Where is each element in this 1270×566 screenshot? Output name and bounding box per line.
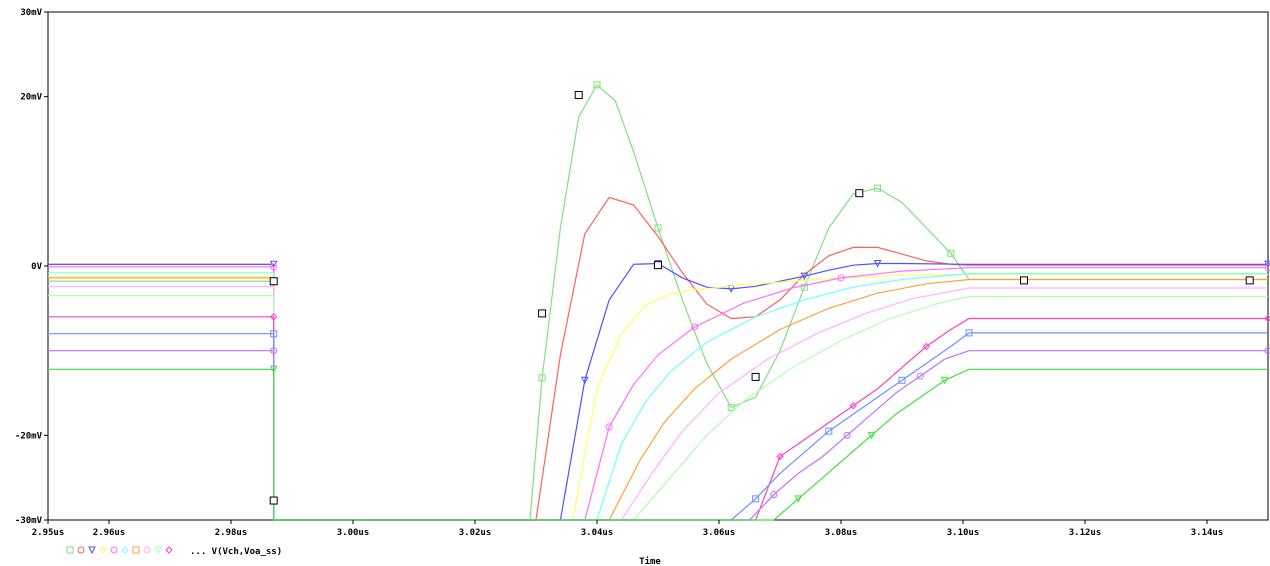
x-tick-label: 2.96us — [93, 528, 126, 538]
legend-symbol — [132, 546, 140, 554]
series-point-1 — [947, 249, 955, 257]
y-tick-label: -30mV — [15, 516, 43, 526]
series-point-1 — [538, 374, 546, 382]
series-point-12 — [843, 431, 851, 439]
series-line-10 — [48, 316, 1268, 521]
series-point-1 — [800, 283, 808, 291]
series-point-12 — [916, 372, 924, 380]
legend-symbol — [110, 546, 118, 554]
series-point-5 — [605, 423, 613, 431]
x-tick-label: 3.06us — [703, 528, 736, 538]
x-tick-label: 3.14us — [1191, 528, 1224, 538]
tick-labels: 2.95us 2.96us 2.98us 3.00us 3.02us 3.04us 3.06… — [15, 8, 1223, 538]
legend-symbol — [88, 546, 96, 555]
series-line-3 — [48, 262, 1268, 521]
series-point-1 — [874, 184, 882, 192]
series-point-11 — [965, 329, 973, 337]
x-tick-label: 2.98us — [215, 528, 248, 538]
cursor-marker — [269, 277, 278, 286]
series-line-4 — [48, 273, 1268, 521]
series-point-3 — [580, 376, 589, 385]
legend: ... V(Vch,Voa_ss) — [66, 546, 282, 557]
series-point-13 — [269, 365, 278, 374]
series-point-12 — [770, 491, 778, 499]
series-group — [48, 81, 1270, 521]
cursor-marker — [269, 496, 278, 505]
x-tick-label: 3.04us — [581, 528, 614, 538]
legend-symbol — [154, 546, 162, 555]
cursor-marker — [538, 309, 547, 318]
y-tick-label: 30mV — [20, 8, 42, 18]
series-point-1 — [593, 81, 601, 89]
x-tick-label: 3.10us — [947, 528, 980, 538]
x-tick-label: 2.95us — [32, 528, 65, 538]
x-tick-label: 3.08us — [825, 528, 858, 538]
cursor-marker — [574, 90, 583, 99]
series-line-12 — [48, 350, 1268, 521]
legend-symbol — [143, 546, 151, 554]
series-line-6 — [48, 272, 1268, 521]
series-point-13 — [940, 376, 949, 385]
series-point-10 — [922, 342, 931, 351]
series-point-1 — [654, 224, 662, 232]
series-line-2 — [48, 196, 1268, 521]
cursor-markers — [269, 90, 1254, 505]
x-tick-label: 3.02us — [459, 528, 492, 538]
legend-symbol — [165, 546, 173, 554]
series-point-10 — [776, 452, 784, 461]
series-point-12 — [1264, 347, 1270, 355]
y-tick-label: -20mV — [15, 431, 43, 441]
series-point-12 — [270, 347, 278, 355]
series-point-10 — [1264, 314, 1270, 323]
series-line-9 — [48, 295, 1268, 521]
series-point-13 — [794, 495, 803, 503]
series-point-10 — [849, 401, 857, 410]
x-axis-label: Time — [639, 556, 661, 566]
series-point-5 — [837, 274, 845, 282]
cursor-marker — [654, 261, 662, 270]
series-point-5 — [691, 323, 699, 331]
legend-symbol — [121, 546, 129, 554]
x-tick-label: 3.00us — [337, 528, 370, 538]
series-point-3 — [873, 259, 882, 268]
cursor-marker — [1020, 276, 1028, 285]
series-line-13 — [48, 368, 1268, 521]
cursor-marker — [751, 372, 760, 381]
series-point-11 — [752, 495, 760, 503]
series-point-11 — [898, 376, 906, 384]
series-point-1 — [727, 403, 735, 411]
x-tick-label: 3.12us — [1069, 528, 1102, 538]
series-point-11 — [825, 427, 833, 435]
series-point-13 — [867, 431, 876, 440]
cursor-marker — [855, 189, 864, 198]
series-line-7 — [48, 277, 1268, 521]
cursor-marker — [1245, 276, 1254, 285]
series-point-11 — [270, 330, 278, 338]
legend-symbol — [99, 546, 107, 554]
legend-symbol — [77, 546, 85, 554]
y-tick-label: 0V — [31, 262, 42, 272]
legend-label: ... V(Vch,Voa_ss) — [190, 547, 282, 557]
series-line-1 — [48, 83, 1268, 521]
series-point-3 — [800, 272, 809, 281]
series-point-5 — [270, 263, 278, 271]
series-line-5 — [48, 266, 1268, 521]
series-point-5 — [1264, 264, 1270, 272]
y-tick-label: 20mV — [20, 93, 42, 103]
series-line-8 — [48, 285, 1268, 521]
legend-symbol — [66, 546, 74, 554]
series-point-10 — [269, 313, 278, 321]
